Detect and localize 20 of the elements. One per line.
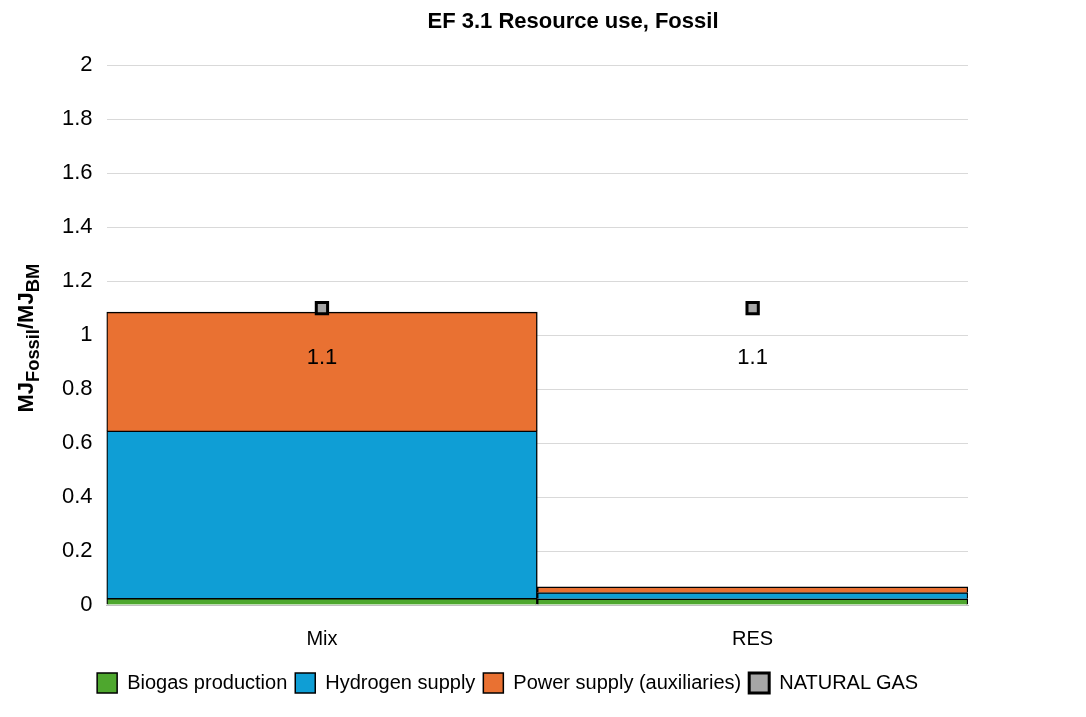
y-tick-label: 0.8 [61,375,93,401]
y-tick-label: 1.2 [61,267,93,293]
legend-label: Hydrogen supply [325,670,476,693]
y-tick-label: 1.8 [61,105,93,131]
x-tick-label: Mix [306,626,338,649]
data-label: 1.1 [737,344,768,370]
y-tick-label: 0.2 [61,537,93,563]
legend-label: Power supply (auxiliaries) [513,670,742,693]
data-label: 1.1 [306,344,338,370]
legend-label: Biogas production [127,670,288,693]
chart-title: EF 3.1 Resource use, Fossil [426,8,720,35]
y-tick-label: 1.4 [61,213,93,239]
x-tick-label: RES [732,626,774,649]
y-tick-label: 2 [80,51,93,77]
legend-label: NATURAL GAS [779,670,919,693]
y-tick-label: 1.6 [61,159,93,185]
y-tick-label: 0.6 [61,429,93,455]
y-tick-label: 0.4 [61,483,93,509]
y-tick-label: 0 [80,591,93,617]
y-tick-label: 1 [80,321,93,347]
